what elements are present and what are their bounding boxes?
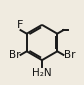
Text: Br: Br (64, 50, 75, 60)
Text: Br: Br (9, 50, 20, 60)
Text: F: F (17, 20, 23, 30)
Text: H₂N: H₂N (32, 68, 52, 78)
